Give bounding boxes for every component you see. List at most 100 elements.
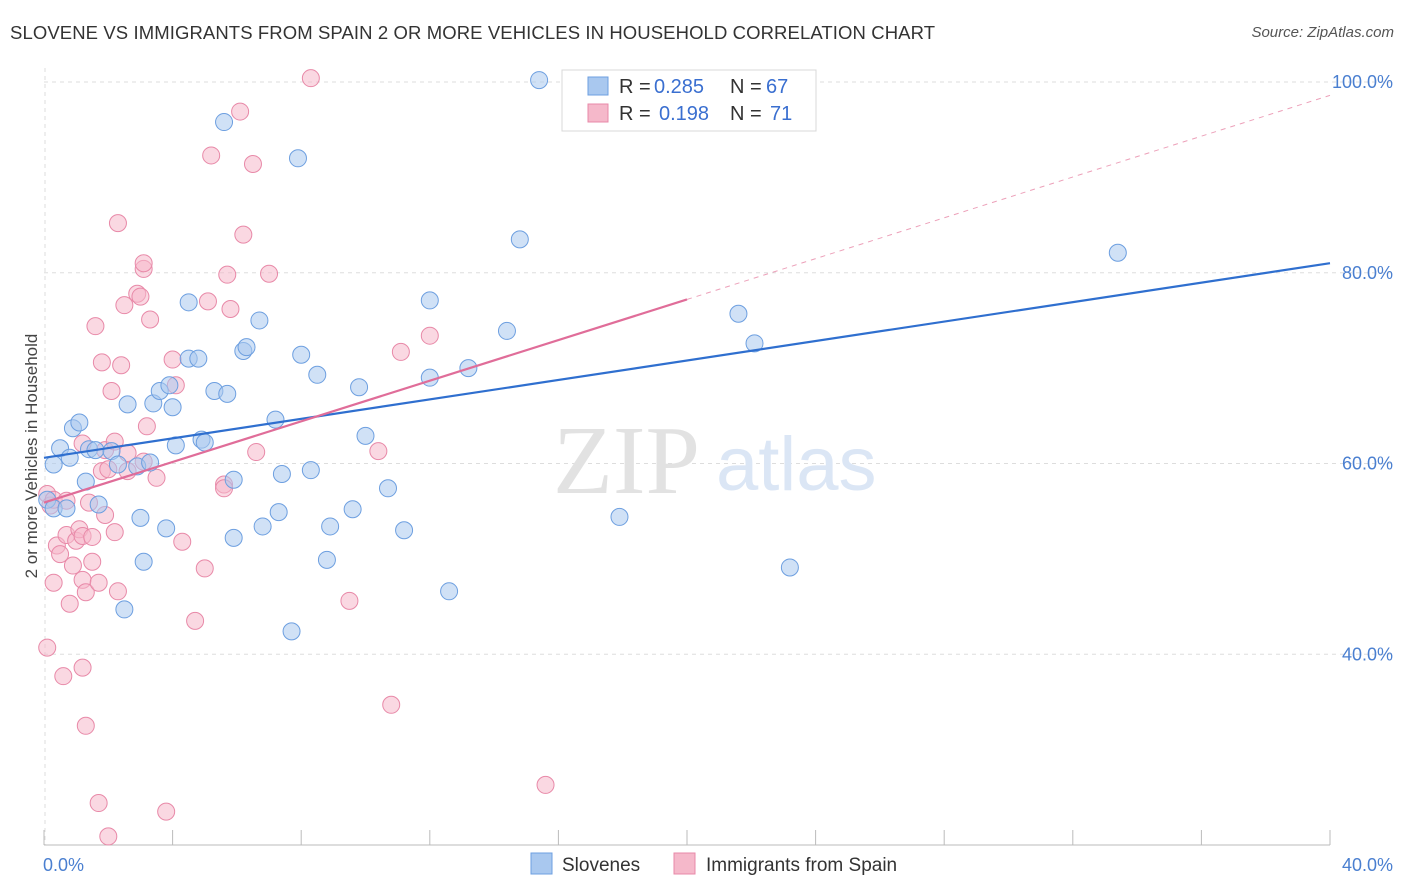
data-point-immigrants-from-spain <box>202 146 221 165</box>
chart-title: SLOVENE VS IMMIGRANTS FROM SPAIN 2 OR MO… <box>10 22 936 43</box>
data-point-immigrants-from-spain <box>157 802 176 821</box>
axes <box>43 830 1331 846</box>
watermark-zip: ZIP <box>553 407 700 515</box>
data-point-immigrants-from-spain <box>382 695 401 714</box>
data-point-slovenes <box>269 503 288 522</box>
data-point-immigrants-from-spain <box>147 468 166 487</box>
data-point-immigrants-from-spain <box>173 532 192 551</box>
data-point-slovenes <box>292 345 311 364</box>
watermark: ZIP atlas <box>553 407 877 515</box>
bottom-legend-swatch-slovenes <box>530 852 553 875</box>
data-point-slovenes <box>60 448 79 467</box>
data-point-slovenes <box>224 470 243 489</box>
data-point-slovenes <box>395 521 414 540</box>
trend-line-slovenes <box>43 262 1331 459</box>
data-point-immigrants-from-spain <box>83 552 102 571</box>
data-point-slovenes <box>530 71 549 90</box>
data-point-slovenes <box>308 365 327 384</box>
data-point-slovenes <box>160 376 179 395</box>
data-point-slovenes <box>780 558 799 577</box>
data-point-immigrants-from-spain <box>247 443 266 462</box>
data-point-immigrants-from-spain <box>137 417 156 436</box>
data-point-slovenes <box>497 321 516 340</box>
data-point-slovenes <box>729 304 748 323</box>
data-point-slovenes <box>163 398 182 417</box>
series-slovenes <box>38 71 1127 641</box>
data-point-slovenes <box>179 293 198 312</box>
data-point-immigrants-from-spain <box>243 155 262 174</box>
data-point-slovenes <box>57 499 76 518</box>
data-point-immigrants-from-spain <box>369 442 388 461</box>
data-point-slovenes <box>356 426 375 445</box>
data-point-slovenes <box>237 338 256 357</box>
data-point-slovenes <box>108 455 127 474</box>
data-point-immigrants-from-spain <box>218 265 237 284</box>
data-point-slovenes <box>131 508 150 527</box>
data-point-immigrants-from-spain <box>234 225 253 244</box>
data-point-immigrants-from-spain <box>141 310 160 329</box>
legend-r-value-2: 0.198 <box>659 103 709 125</box>
y-tick-label: 80.0% <box>1342 263 1393 283</box>
data-point-immigrants-from-spain <box>195 559 214 578</box>
data-point-slovenes <box>510 230 529 249</box>
data-point-slovenes <box>266 410 285 429</box>
data-point-immigrants-from-spain <box>221 299 240 318</box>
data-point-immigrants-from-spain <box>92 353 111 372</box>
data-point-slovenes <box>282 622 301 641</box>
data-point-immigrants-from-spain <box>115 296 134 315</box>
stats-legend: R = 0.285 N = 67 R = 0.198 N = 71 <box>561 69 817 132</box>
watermark-atlas: atlas <box>716 422 877 507</box>
bottom-legend-label-slovenes: Slovenes <box>562 855 640 876</box>
data-point-slovenes <box>70 413 89 432</box>
data-point-immigrants-from-spain <box>112 356 131 375</box>
data-point-immigrants-from-spain <box>105 523 124 542</box>
data-point-slovenes <box>89 495 108 514</box>
data-point-immigrants-from-spain <box>63 556 82 575</box>
y-tick-label: 40.0% <box>1342 644 1393 664</box>
data-point-immigrants-from-spain <box>38 638 57 657</box>
data-point-slovenes <box>350 378 369 397</box>
data-point-immigrants-from-spain <box>134 254 153 273</box>
legend-n-label-2: N = <box>730 103 762 125</box>
series-legend: Slovenes Immigrants from Spain <box>530 852 897 876</box>
data-point-slovenes <box>343 500 362 519</box>
data-point-immigrants-from-spain <box>86 317 105 336</box>
data-point-slovenes <box>195 433 214 452</box>
x-tick-label: 40.0% <box>1342 855 1393 875</box>
data-point-immigrants-from-spain <box>76 583 95 602</box>
data-point-immigrants-from-spain <box>260 264 279 283</box>
data-point-slovenes <box>1108 243 1127 262</box>
data-point-slovenes <box>321 517 340 536</box>
legend-swatch-immigrants <box>587 103 609 123</box>
data-point-immigrants-from-spain <box>51 545 70 564</box>
data-point-immigrants-from-spain <box>301 69 320 88</box>
bottom-legend-swatch-immigrants <box>673 852 696 875</box>
data-point-immigrants-from-spain <box>420 326 439 345</box>
data-point-slovenes <box>253 517 272 536</box>
legend-r-label-1: R = <box>619 76 651 98</box>
y-tick-label: 60.0% <box>1342 454 1393 474</box>
data-point-slovenes <box>745 334 764 353</box>
bottom-legend-label-immigrants: Immigrants from Spain <box>706 855 897 876</box>
data-point-immigrants-from-spain <box>99 827 118 846</box>
data-point-immigrants-from-spain <box>54 667 73 686</box>
data-point-slovenes <box>189 349 208 368</box>
data-point-immigrants-from-spain <box>89 573 108 592</box>
data-point-slovenes <box>379 479 398 498</box>
data-point-slovenes <box>420 291 439 310</box>
data-point-immigrants-from-spain <box>391 342 410 361</box>
data-point-slovenes <box>440 582 459 601</box>
data-point-slovenes <box>115 600 134 619</box>
data-point-immigrants-from-spain <box>44 573 63 592</box>
data-point-immigrants-from-spain <box>131 287 150 306</box>
legend-swatch-slovenes <box>587 76 609 96</box>
legend-n-label-1: N = <box>730 76 762 98</box>
legend-r-label-2: R = <box>619 103 651 125</box>
legend-n-value-2: 71 <box>770 103 792 125</box>
data-point-immigrants-from-spain <box>536 775 555 794</box>
data-point-slovenes <box>44 455 63 474</box>
trend-extension-immigrants-from-spain <box>686 94 1331 300</box>
data-point-slovenes <box>118 395 137 414</box>
chart-source: Source: ZipAtlas.com <box>1251 24 1394 41</box>
